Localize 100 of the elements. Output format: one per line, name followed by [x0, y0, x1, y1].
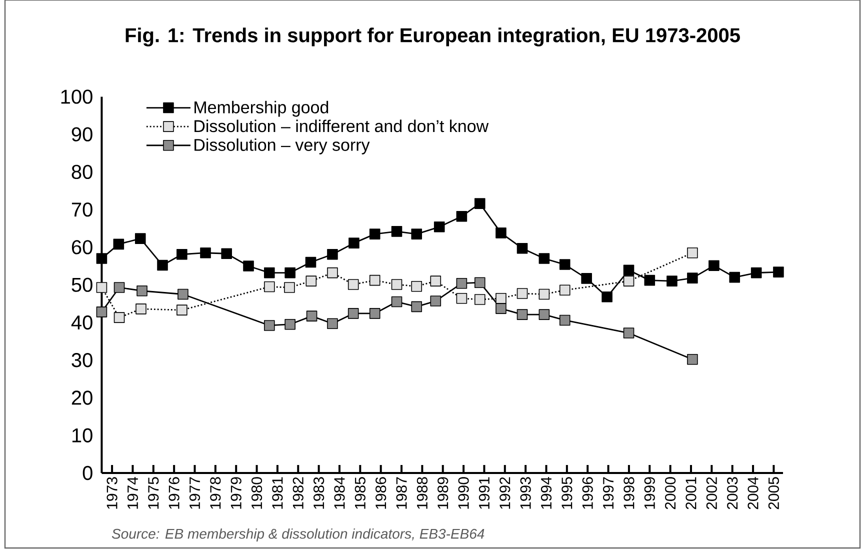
point — [644, 274, 656, 286]
point — [284, 267, 296, 278]
point — [176, 304, 188, 316]
point — [136, 285, 148, 296]
point — [474, 198, 486, 209]
point — [474, 294, 486, 305]
point — [306, 310, 318, 322]
point — [369, 274, 380, 286]
point — [430, 276, 442, 286]
chart-title: Fig. 1: Trends in support for European integration, EU 1973-2005 — [126, 28, 740, 46]
x-tick-label: 1983 — [314, 477, 324, 509]
point — [666, 276, 678, 286]
x-tick-label: 1987 — [396, 477, 407, 509]
point — [136, 304, 146, 314]
point — [178, 288, 188, 300]
point — [516, 309, 528, 320]
point — [623, 328, 634, 338]
point — [369, 308, 380, 319]
point — [496, 303, 506, 314]
point — [623, 276, 634, 286]
x-tick-label: 1996 — [582, 477, 593, 509]
x-tick-label: 1993 — [520, 477, 531, 509]
point — [411, 301, 422, 312]
point — [264, 320, 275, 331]
point — [456, 292, 468, 304]
y-tick-label: 20 — [72, 390, 92, 405]
x-tick-label: 1976 — [168, 477, 180, 509]
point — [559, 284, 570, 296]
point — [348, 279, 359, 290]
point — [687, 354, 698, 365]
point — [729, 272, 740, 283]
point — [348, 308, 359, 319]
y-tick-label: 80 — [72, 164, 92, 180]
x-tick-label: 1977 — [189, 477, 200, 509]
x-tick-label: 1988 — [416, 477, 428, 509]
point — [538, 253, 550, 264]
point — [284, 318, 296, 330]
x-tick-label: 1984 — [334, 476, 345, 509]
point — [305, 256, 316, 268]
point — [559, 259, 570, 270]
y-tick-label: 10 — [72, 428, 92, 442]
point — [348, 238, 360, 248]
x-tick-label: 1982 — [292, 477, 304, 509]
point — [602, 291, 612, 302]
legend-label: Membership good — [194, 100, 328, 117]
y-tick-label: 40 — [71, 315, 92, 330]
legend-label: Dissolution – indifferent and don’t know — [194, 120, 489, 132]
x-tick-label: 1980 — [251, 477, 262, 509]
point — [96, 306, 108, 318]
point — [623, 264, 634, 276]
point — [264, 267, 275, 278]
x-tick-label: 1973 — [106, 477, 118, 509]
point — [391, 226, 402, 237]
point — [327, 318, 338, 330]
point — [243, 260, 254, 272]
point — [434, 222, 445, 232]
point — [327, 267, 338, 278]
x-tick-label: 1999 — [644, 477, 655, 509]
y-tick-label: 60 — [72, 240, 92, 254]
x-tick-label: 1990 — [458, 477, 469, 509]
y-tick-label: 0 — [82, 466, 92, 480]
point — [474, 277, 486, 288]
source-note: Source: EB membership & dissolution indicators, EB3-EB64 — [112, 528, 484, 542]
x-tick-label: 1991 — [478, 477, 490, 509]
x-tick-label: 1974 — [127, 476, 138, 509]
x-tick-label: 2005 — [768, 477, 780, 510]
point — [708, 260, 720, 272]
point — [559, 314, 570, 326]
x-tick-label: 1992 — [500, 477, 510, 509]
point — [114, 282, 125, 293]
point — [327, 248, 338, 260]
point — [176, 248, 188, 260]
point — [134, 233, 146, 244]
x-tick-label: 1975 — [148, 477, 159, 509]
x-tick-label: 1979 — [230, 477, 242, 509]
point — [773, 266, 784, 278]
x-tick-label: 2000 — [665, 477, 676, 510]
x-tick-label: 1978 — [210, 477, 221, 509]
point — [581, 273, 592, 284]
point — [391, 296, 402, 308]
point — [516, 242, 528, 254]
point — [411, 228, 422, 240]
y-tick-label: 30 — [72, 353, 92, 368]
point — [113, 238, 124, 250]
point — [456, 210, 468, 222]
point — [687, 247, 698, 258]
point — [284, 282, 295, 293]
point — [391, 279, 402, 290]
point — [264, 281, 275, 292]
y-tick-label: 90 — [72, 127, 92, 142]
point — [96, 253, 108, 264]
point — [157, 260, 168, 271]
point — [306, 276, 317, 286]
point — [114, 312, 125, 323]
point — [496, 228, 506, 238]
point — [516, 288, 528, 299]
x-tick-label: 1989 — [438, 477, 448, 509]
point — [96, 282, 108, 293]
point — [496, 292, 506, 304]
x-tick-label: 1998 — [624, 477, 634, 509]
